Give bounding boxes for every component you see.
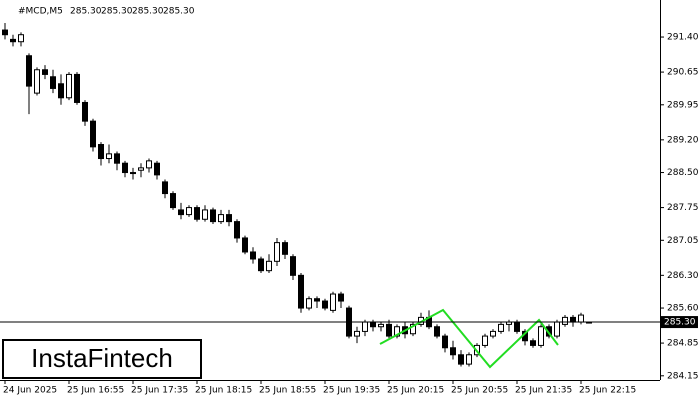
- candle-body: [2, 29, 8, 36]
- candle-body: [186, 207, 192, 216]
- quote-value: 285.30: [163, 7, 195, 17]
- candle-body: [210, 209, 216, 223]
- candle-body: [194, 207, 200, 220]
- candle-body: [482, 335, 488, 346]
- candle-body: [26, 55, 32, 87]
- candle-body: [386, 323, 392, 337]
- candle-body: [218, 214, 224, 223]
- chart-title: #MCD,M5: [18, 7, 63, 17]
- x-tick-label: 25 Jun 16:55: [67, 386, 124, 396]
- candle-body: [178, 209, 184, 216]
- candle-body: [82, 101, 88, 122]
- y-tick-label: 290.65: [667, 68, 699, 78]
- candle-body: [18, 34, 24, 43]
- candle-body: [394, 326, 400, 337]
- candle-body: [314, 298, 320, 302]
- candle-body: [242, 237, 248, 253]
- candle-body: [10, 38, 16, 43]
- candle-body: [362, 321, 368, 332]
- candle-body: [162, 181, 168, 195]
- candle-body: [490, 330, 496, 337]
- quote-value: 285.30: [101, 7, 133, 17]
- candle-body: [66, 73, 72, 99]
- last-quote: 285.30 285.30 285.30 285.30: [70, 7, 195, 17]
- candle-body: [282, 242, 288, 255]
- price-label-box: [661, 316, 698, 329]
- candle-body: [114, 153, 120, 164]
- candle-body: [338, 293, 344, 302]
- quote-value: 285.30: [70, 7, 102, 17]
- x-tick-label: 25 Jun 20:55: [451, 386, 508, 396]
- x-tick-label: 25 Jun 18:55: [259, 386, 316, 396]
- x-tick-label: 25 Jun 20:15: [387, 386, 444, 396]
- candle-body: [90, 120, 96, 148]
- candle-body: [138, 167, 144, 171]
- x-tick-label: 25 Jun 18:15: [195, 386, 252, 396]
- candle-body: [442, 335, 448, 349]
- candle-body: [202, 209, 208, 220]
- candle-body: [98, 144, 104, 160]
- candle-body: [562, 316, 568, 325]
- quote-value: 285.30: [132, 7, 164, 17]
- candle-body: [266, 260, 272, 272]
- candle-body: [42, 69, 48, 75]
- x-tick-label: 24 Jun 2025: [3, 386, 57, 396]
- y-tick-label: 289.20: [667, 135, 699, 145]
- candle-body: [74, 73, 80, 103]
- candle-body: [578, 314, 584, 323]
- candle-body: [370, 321, 376, 328]
- candle-body: [106, 153, 112, 160]
- x-tick-label: 25 Jun 22:15: [579, 386, 636, 396]
- x-tick-label: 25 Jun 17:35: [131, 386, 188, 396]
- candle-body: [258, 258, 264, 272]
- candle-body: [290, 256, 296, 276]
- candle-body: [410, 323, 416, 335]
- candle-body: [234, 221, 240, 239]
- candle-body: [354, 330, 360, 337]
- watermark-box: [2, 339, 202, 379]
- candle-body: [130, 172, 136, 175]
- candle-body: [554, 321, 560, 337]
- candle-body: [146, 160, 152, 169]
- candle-body: [570, 316, 576, 323]
- y-tick-label: 289.95: [667, 100, 699, 110]
- candle-body: [226, 214, 232, 223]
- candle-body: [322, 300, 328, 309]
- y-tick-label: 284.15: [667, 371, 699, 381]
- y-tick-label: 287.75: [667, 203, 699, 213]
- candle-body: [250, 251, 256, 260]
- candle-body: [466, 354, 472, 365]
- candle-body: [122, 162, 128, 174]
- candle-body: [170, 193, 176, 209]
- candle-body: [50, 76, 56, 89]
- watermark: InstaFintech: [31, 343, 173, 373]
- y-tick-label: 291.40: [667, 33, 699, 43]
- candle-body: [450, 347, 456, 356]
- candle-body: [538, 326, 544, 346]
- y-tick-label: 286.30: [667, 271, 699, 281]
- candle-body: [330, 293, 336, 311]
- pattern-line: [379, 308, 559, 369]
- candle-body: [498, 323, 504, 332]
- candle-body: [378, 323, 384, 328]
- candle-body: [298, 274, 304, 309]
- candle-body: [530, 340, 536, 346]
- x-tick-label: 25 Jun 19:35: [323, 386, 380, 396]
- candle-body: [274, 242, 280, 262]
- price-label: 285.30: [664, 318, 696, 328]
- candle-body: [34, 69, 40, 94]
- y-tick-label: 284.85: [667, 339, 699, 349]
- x-tick-label: 25 Jun 21:35: [515, 386, 572, 396]
- candle-body: [58, 83, 64, 99]
- y-tick-label: 287.05: [667, 236, 699, 246]
- candle-body: [306, 298, 312, 309]
- y-tick-label: 285.60: [667, 304, 699, 314]
- candle-body: [514, 321, 520, 332]
- candle-body: [154, 162, 160, 176]
- candle-body: [458, 354, 464, 365]
- candle-body: [434, 326, 440, 337]
- y-tick-label: 288.50: [667, 168, 699, 178]
